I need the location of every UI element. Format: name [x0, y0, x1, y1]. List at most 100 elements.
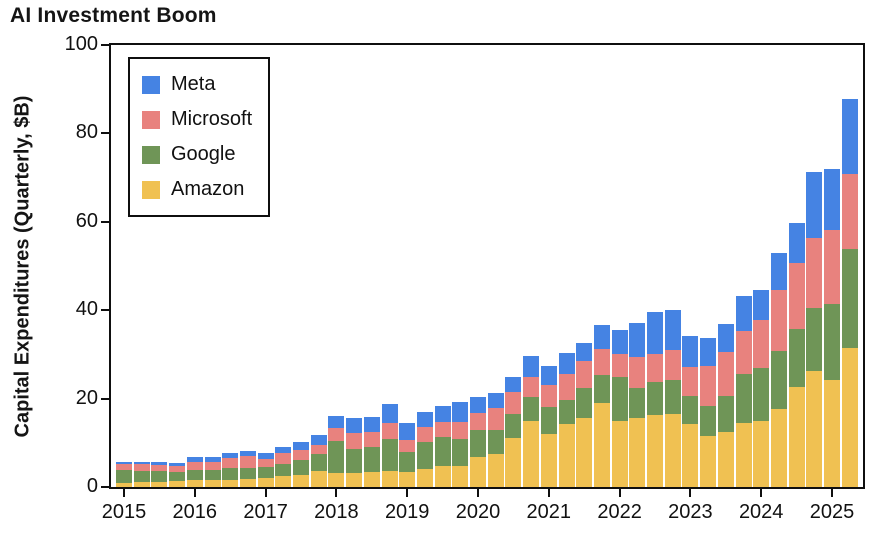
- segment-microsoft: [222, 458, 239, 468]
- bar-2016-Q3: [222, 453, 239, 487]
- segment-microsoft: [416, 427, 433, 443]
- segment-google: [434, 436, 451, 467]
- y-tick-mark-20: [101, 397, 109, 400]
- segment-meta: [222, 453, 239, 459]
- bar-2022-Q3: [647, 312, 663, 487]
- segment-google: [470, 430, 486, 457]
- bar-2019-Q3: [434, 406, 451, 487]
- segment-meta: [735, 296, 752, 332]
- x-tick-mark-2017: [264, 489, 267, 497]
- segment-google: [824, 303, 840, 380]
- segment-google: [293, 459, 309, 476]
- plot-area: [109, 43, 865, 489]
- segment-amazon: [593, 403, 610, 487]
- y-tick-mark-60: [101, 220, 109, 223]
- bar-2016-Q1: [186, 457, 203, 487]
- x-tick-mark-2020: [477, 489, 479, 497]
- segment-amazon: [576, 417, 593, 487]
- segment-amazon: [293, 475, 309, 487]
- x-tick-mark-2019: [406, 489, 409, 497]
- segment-meta: [239, 451, 256, 457]
- segment-microsoft: [470, 413, 486, 431]
- segment-microsoft: [487, 408, 504, 431]
- y-tick-mark-40: [101, 309, 109, 312]
- segment-microsoft: [788, 263, 805, 330]
- segment-amazon: [487, 453, 504, 487]
- x-tick-mark-2016: [193, 489, 196, 497]
- legend-label-amazon: Amazon: [171, 178, 245, 200]
- segment-google: [346, 448, 363, 473]
- segment-microsoft: [717, 352, 734, 396]
- bar-2020-Q3: [505, 376, 522, 487]
- segment-microsoft: [328, 428, 345, 442]
- segment-amazon: [523, 421, 540, 487]
- x-tick-mark-2025: [831, 489, 833, 497]
- segment-microsoft: [186, 462, 203, 470]
- segment-meta: [629, 323, 646, 358]
- legend-swatch-google: [142, 145, 160, 164]
- bar-2023-Q2: [700, 338, 717, 487]
- bar-2017-Q3: [293, 442, 309, 487]
- segment-meta: [186, 457, 203, 463]
- legend-swatch-microsoft: [142, 110, 160, 129]
- segment-meta: [558, 352, 575, 374]
- x-tick-mark-2022: [618, 489, 621, 497]
- segment-google: [788, 329, 805, 388]
- segment-google: [770, 350, 787, 410]
- segment-amazon: [540, 433, 557, 487]
- x-tick-label-2020: 2020: [455, 501, 501, 523]
- bar-2018-Q4: [381, 403, 398, 487]
- segment-microsoft: [257, 459, 274, 467]
- segment-amazon: [788, 387, 805, 487]
- bar-2017-Q1: [257, 453, 274, 487]
- legend-label-microsoft: Microsoft: [171, 108, 253, 130]
- segment-meta: [275, 447, 292, 454]
- segment-google: [328, 441, 345, 474]
- segment-microsoft: [753, 319, 770, 369]
- bar-2015-Q3: [151, 461, 168, 487]
- segment-meta: [363, 417, 380, 432]
- y-tick-mark-0: [101, 486, 109, 488]
- segment-amazon: [186, 480, 203, 487]
- bar-2017-Q4: [310, 434, 327, 487]
- segment-google: [682, 396, 699, 425]
- segment-amazon: [629, 417, 646, 487]
- x-tick-mark-2024: [760, 489, 763, 497]
- segment-meta: [204, 456, 221, 462]
- bar-2020-Q1: [470, 396, 486, 487]
- segment-microsoft: [363, 431, 380, 448]
- segment-google: [576, 387, 593, 418]
- legend-label-meta: Meta: [171, 73, 216, 95]
- y-tick-mark-80: [101, 132, 109, 135]
- segment-meta: [328, 415, 345, 429]
- segment-microsoft: [629, 357, 646, 388]
- segment-meta: [169, 463, 186, 467]
- segment-amazon: [151, 481, 168, 487]
- segment-meta: [611, 329, 628, 355]
- segment-amazon: [647, 414, 663, 487]
- bar-2024-Q1: [753, 289, 770, 487]
- legend-item-microsoft: Microsoft: [142, 102, 252, 137]
- bar-2017-Q2: [275, 447, 292, 487]
- bar-2024-Q3: [788, 222, 805, 487]
- segment-amazon: [116, 483, 132, 487]
- segment-meta: [116, 461, 132, 465]
- segment-meta: [682, 335, 699, 368]
- segment-google: [664, 380, 681, 414]
- x-tick-mark-2018: [335, 489, 338, 497]
- segment-meta: [700, 338, 717, 367]
- segment-amazon: [204, 479, 221, 487]
- chart-title: AI Investment Boom: [10, 4, 217, 27]
- segment-google: [717, 395, 734, 432]
- y-tick-label-0: 0: [86, 475, 98, 497]
- segment-meta: [381, 403, 398, 423]
- x-tick-label-2022: 2022: [597, 501, 642, 523]
- segment-meta: [310, 434, 327, 446]
- segment-google: [275, 463, 292, 476]
- bar-2019-Q1: [399, 423, 416, 487]
- segment-microsoft: [611, 354, 628, 378]
- segment-meta: [664, 310, 681, 350]
- segment-amazon: [169, 481, 186, 487]
- segment-amazon: [239, 479, 256, 487]
- segment-meta: [593, 324, 610, 349]
